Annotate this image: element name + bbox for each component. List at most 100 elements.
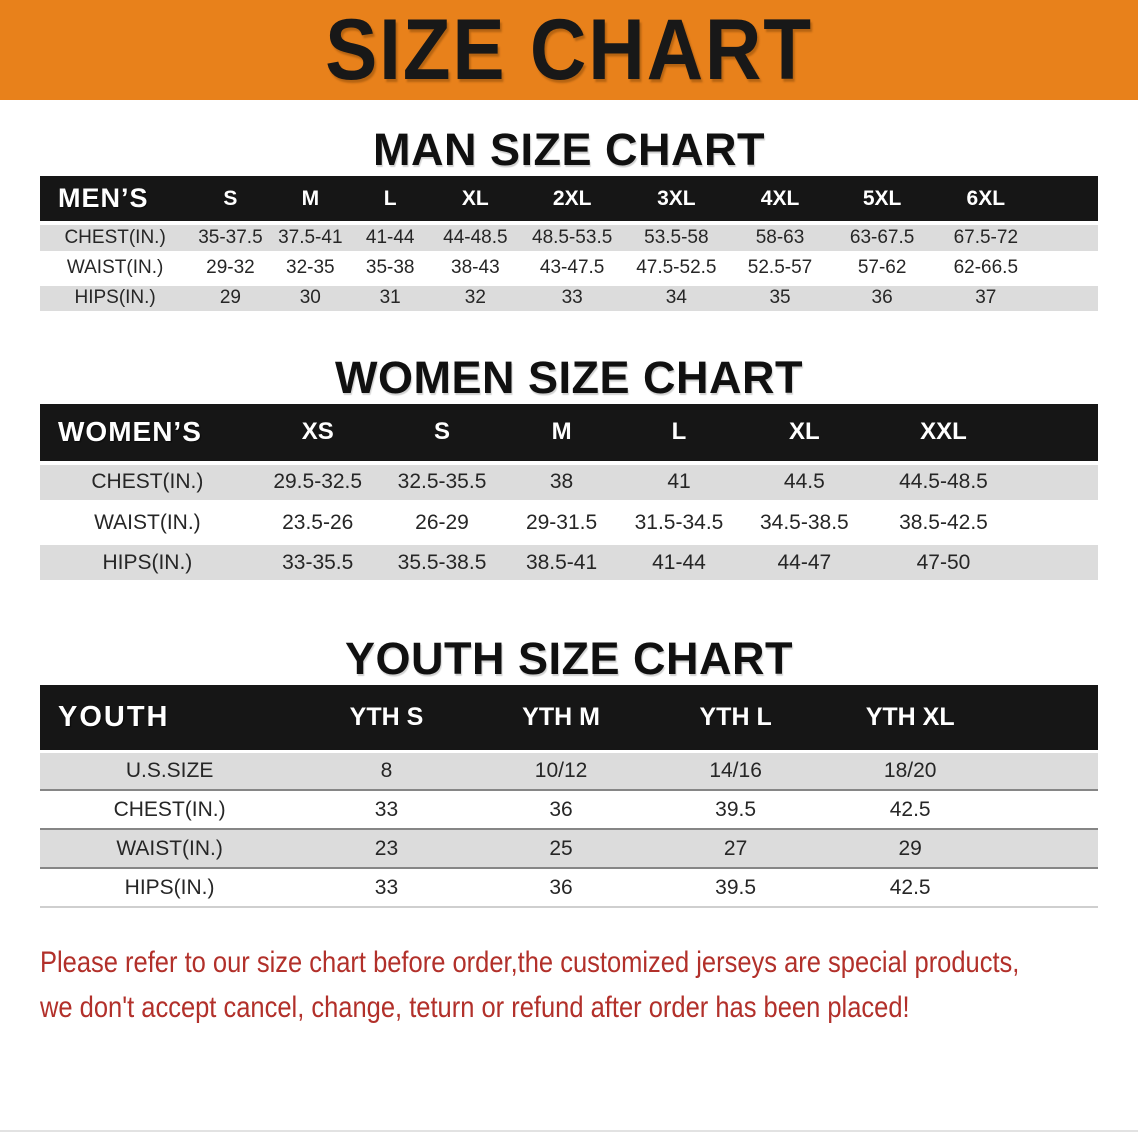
spacer-cell — [997, 790, 1098, 829]
table-cell: 44-47 — [777, 550, 832, 574]
row-label: WAIST(IN.) — [116, 836, 223, 860]
spacer-cell — [997, 829, 1098, 868]
table-cell: 38-43 — [451, 257, 500, 278]
column-header: 3XL — [657, 186, 696, 210]
section-heading-women: WOMEN SIZE CHART — [335, 351, 803, 403]
banner: SIZE CHART — [0, 0, 1138, 100]
row-label: HIPS(IN.) — [102, 550, 193, 574]
table-cell: 32 — [464, 287, 486, 308]
column-header: 6XL — [966, 186, 1006, 210]
table-cell: 37 — [975, 287, 997, 308]
table-cell: 33 — [561, 287, 583, 308]
table-cell: 36 — [549, 797, 573, 821]
table-cell: 30 — [299, 287, 321, 308]
spacer-cell — [1039, 283, 1098, 313]
table-cell: 42.5 — [889, 875, 931, 899]
table-cell: 39.5 — [715, 797, 757, 821]
table-cell: 47.5-52.5 — [636, 257, 717, 278]
spacer-cell — [1039, 253, 1098, 283]
table-cell: 29-31.5 — [525, 510, 598, 534]
table-cell: 35.5-38.5 — [397, 550, 487, 574]
table-header-label: MEN’S — [58, 183, 149, 213]
table-cell: 47-50 — [916, 550, 971, 574]
table-cell: 23.5-26 — [282, 510, 354, 534]
column-header: 5XL — [862, 186, 902, 210]
table-cell: 58-63 — [755, 226, 805, 248]
table-cell: 35 — [769, 287, 791, 308]
table-row: U.S.SIZE 8 10/12 14/16 18/20 — [40, 751, 1098, 790]
table-cell: 41 — [667, 470, 691, 494]
column-header: YTH S — [349, 702, 424, 731]
column-header: M — [551, 418, 572, 445]
table-cell: 41-44 — [365, 226, 415, 248]
table-cell: 44.5 — [783, 470, 825, 494]
column-header: XXL — [920, 418, 967, 445]
table-row: CHEST(IN.) 29.5-32.5 32.5-35.5 38 41 44.5 44.5… — [40, 462, 1098, 503]
table-cell: 38 — [549, 470, 574, 494]
table-cell: 36 — [871, 287, 893, 308]
table-header-row: WOMEN’S XS S M L XL XXL — [40, 403, 1098, 463]
column-header: L — [383, 186, 397, 210]
table-cell: 63-67.5 — [849, 226, 915, 248]
table-row: CHEST(IN.) 33 36 39.5 42.5 — [40, 790, 1098, 829]
table-cell: 31 — [379, 287, 401, 308]
table-cell: 25 — [549, 836, 573, 860]
table-cell: 53.5-58 — [644, 226, 709, 248]
table-cell: 33 — [374, 875, 399, 899]
table-cell: 29-32 — [206, 257, 255, 278]
table-header-row: MEN’S S M L XL 2XL 3XL 4XL 5XL 6XL — [40, 176, 1098, 223]
table-row: HIPS(IN.) 29 30 31 32 33 34 35 36 37 — [40, 283, 1098, 313]
column-header: XL — [461, 186, 489, 210]
row-label: CHEST(IN.) — [113, 797, 226, 821]
row-label: HIPS(IN.) — [124, 875, 215, 899]
table-cell: 29 — [219, 287, 241, 308]
row-label: CHEST(IN.) — [64, 226, 166, 248]
table-cell: 52.5-57 — [747, 257, 813, 278]
table-cell: 18/20 — [883, 758, 937, 782]
table-cell: 32-35 — [286, 257, 335, 278]
table-cell: 42.5 — [889, 797, 931, 821]
table-header-label: WOMEN’S — [58, 416, 202, 447]
row-label: CHEST(IN.) — [91, 470, 204, 494]
spacer-cell — [1039, 176, 1098, 223]
disclaimer: Please refer to our size chart before or… — [40, 940, 1138, 1030]
table-row: HIPS(IN.) 33-35.5 35.5-38.5 38.5-41 41-44 44-… — [40, 542, 1098, 583]
table-row: WAIST(IN.) 23.5-26 26-29 29-31.5 31.5-34.5 34… — [40, 502, 1098, 543]
column-header: XS — [301, 418, 334, 445]
table-cell: 35-37.5 — [198, 226, 263, 248]
page-title: SIZE CHART — [325, 2, 813, 98]
spacer-cell — [997, 868, 1098, 907]
table-cell: 62-66.5 — [953, 257, 1019, 278]
table-cell: 23 — [374, 836, 399, 860]
column-header: YTH XL — [865, 702, 955, 731]
table-cell: 29.5-32.5 — [273, 470, 363, 494]
table-cell: 67.5-72 — [953, 226, 1019, 248]
table-cell: 33-35.5 — [282, 550, 354, 574]
table-cell: 39.5 — [715, 875, 757, 899]
table-cell: 10/12 — [534, 758, 588, 782]
table-row: HIPS(IN.) 33 36 39.5 42.5 — [40, 868, 1098, 907]
column-header: 2XL — [552, 186, 592, 210]
column-header: 4XL — [760, 186, 800, 210]
table-row: WAIST(IN.) 23 25 27 29 — [40, 829, 1098, 868]
women-size-table: WOMEN’S XS S M L XL XXL CHEST(IN.) 29.5-32.5 32.5… — [40, 403, 1098, 586]
table-cell: 26-29 — [415, 510, 469, 534]
table-cell: 41-44 — [652, 550, 706, 574]
table-cell: 34.5-38.5 — [759, 510, 849, 534]
table-cell: 33 — [374, 797, 399, 821]
row-label: HIPS(IN.) — [74, 287, 156, 308]
table-header-row: YOUTH YTH S YTH M YTH L YTH XL — [40, 685, 1098, 751]
spacer-cell — [1016, 503, 1098, 543]
spacer-cell — [1016, 543, 1098, 583]
row-label: WAIST(IN.) — [94, 510, 201, 534]
table-cell: 35-38 — [365, 257, 415, 278]
column-header: S — [434, 418, 451, 445]
table-row: CHEST(IN.) 35-37.5 37.5-41 41-44 44-48.5 48.5… — [40, 223, 1098, 253]
spacer-cell — [997, 685, 1098, 751]
youth-size-table: YOUTH YTH S YTH M YTH L YTH XL U.S.SIZE 8 10/12… — [40, 685, 1098, 908]
table-cell: 37.5-41 — [278, 226, 343, 248]
table-cell: 34 — [665, 287, 687, 308]
column-header: YTH M — [522, 702, 600, 731]
spacer-cell — [1039, 223, 1098, 253]
